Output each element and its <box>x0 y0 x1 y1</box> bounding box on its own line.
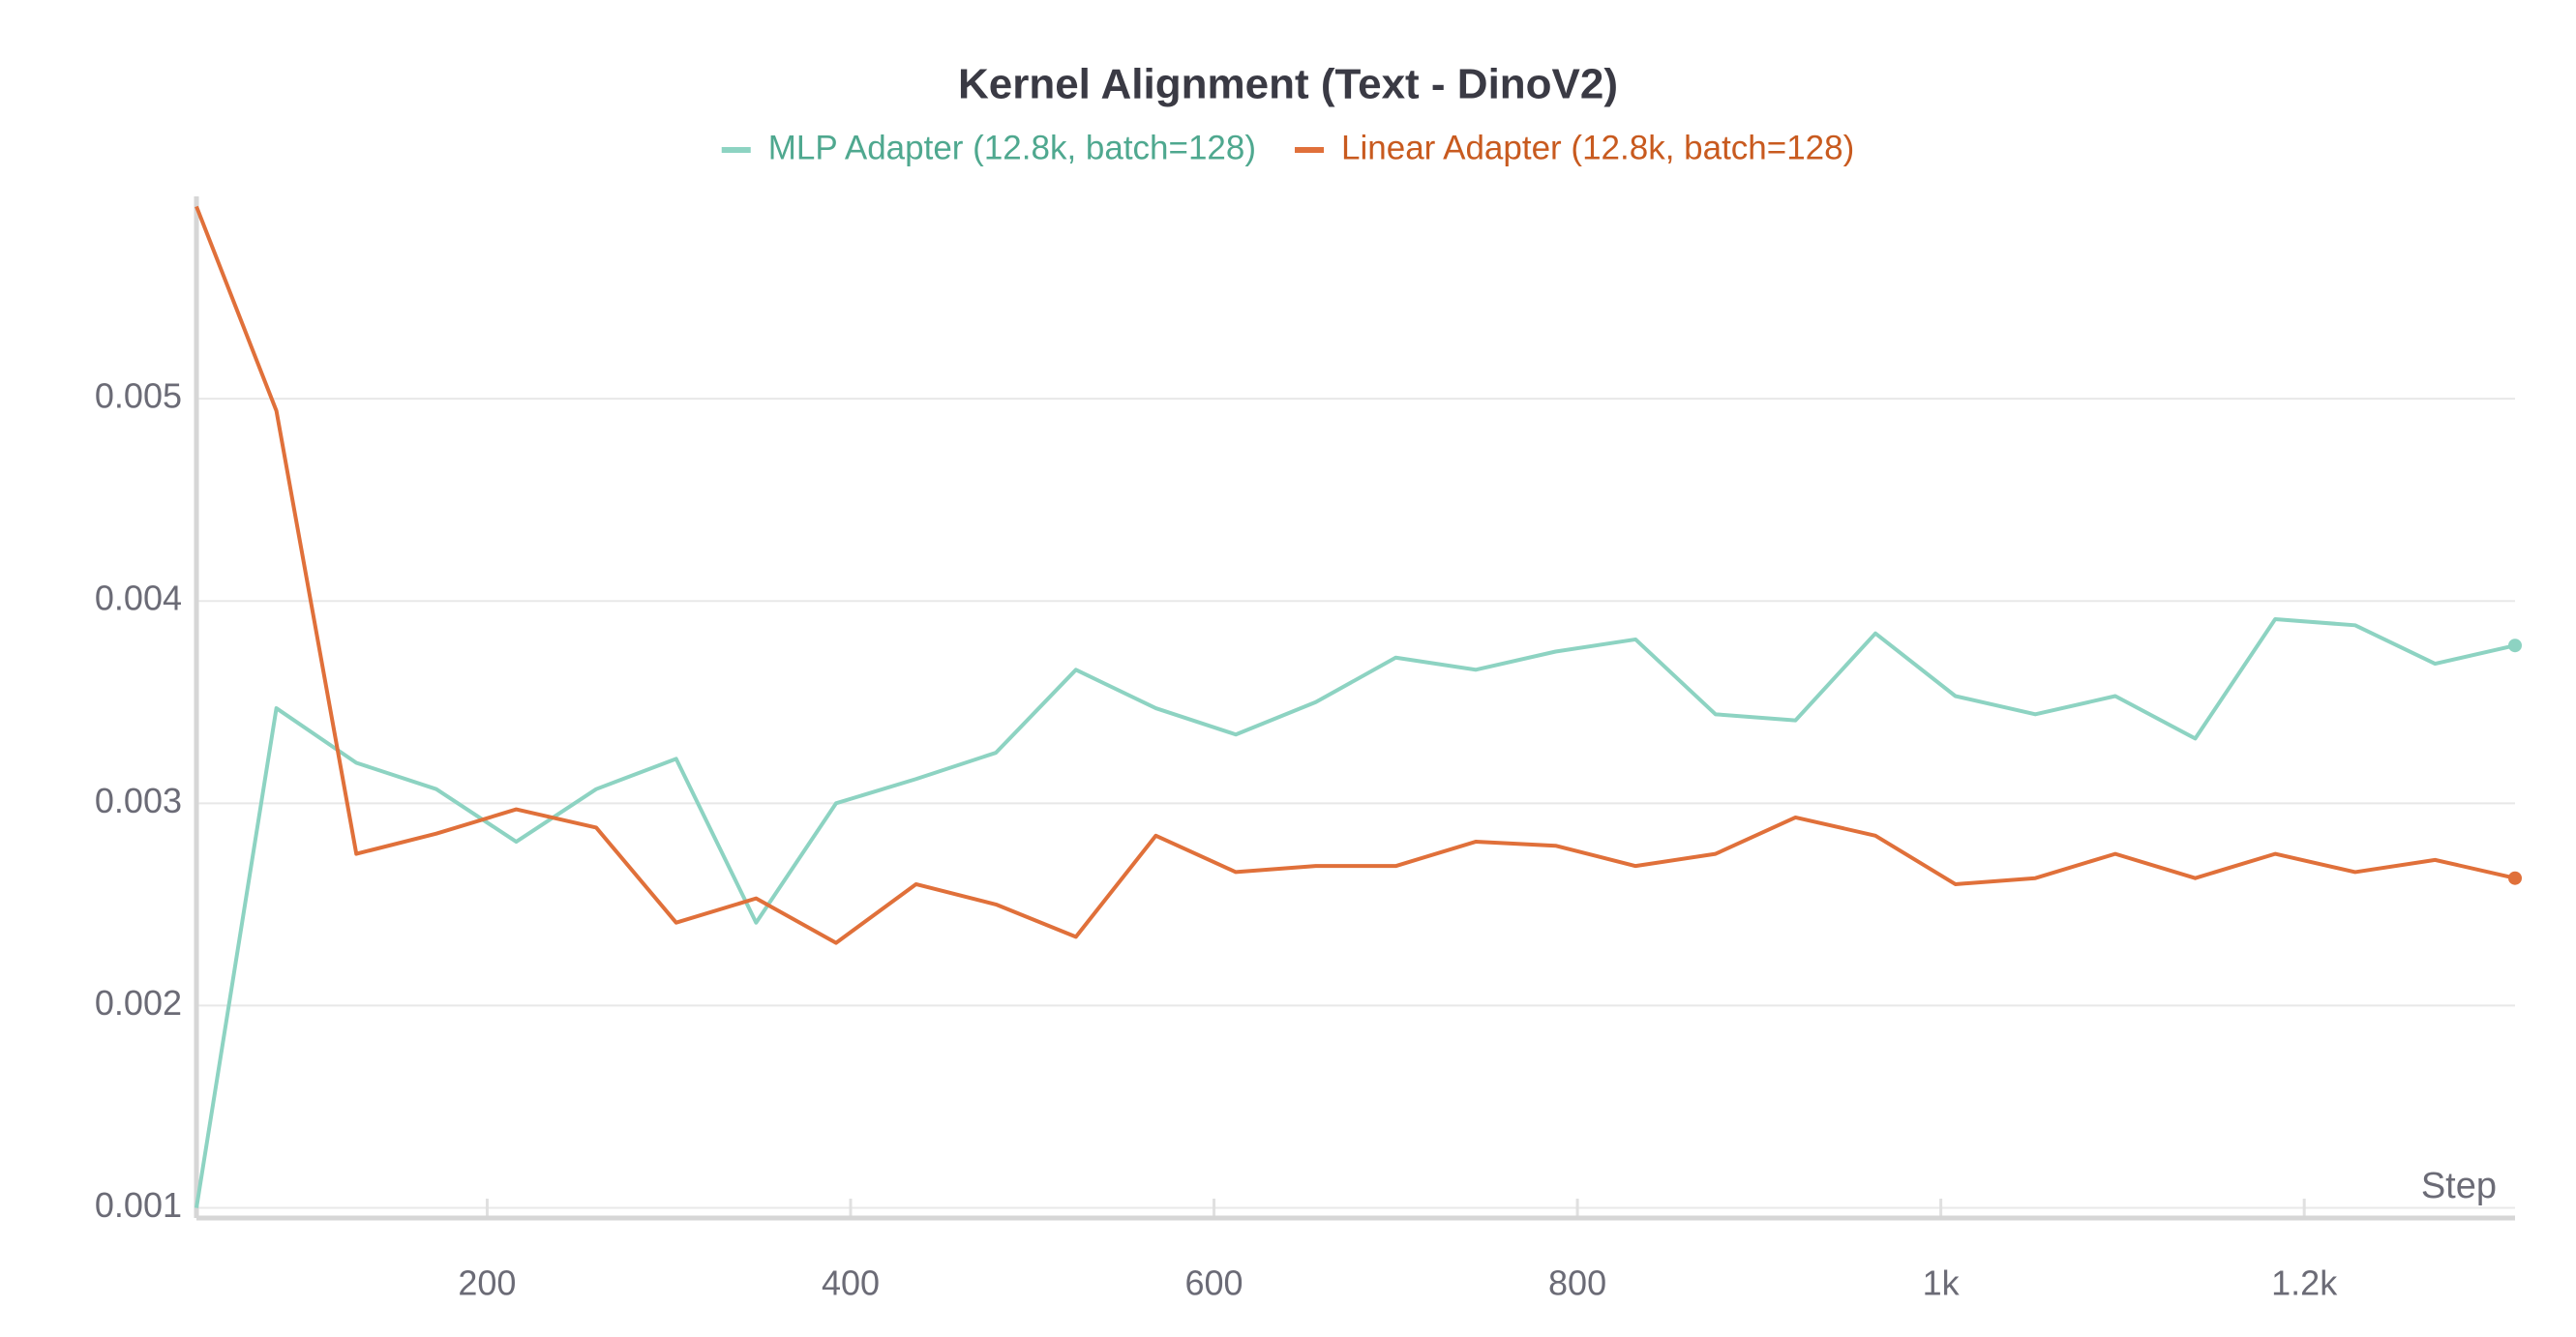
y-tick-label: 0.003 <box>95 781 182 820</box>
x-tick-label: 600 <box>1184 1263 1243 1303</box>
y-tick-label: 0.005 <box>95 376 182 416</box>
y-tick-label: 0.001 <box>95 1185 182 1225</box>
end-point <box>2508 639 2522 653</box>
legend-label: Linear Adapter (12.8k, batch=128) <box>1341 129 1854 166</box>
legend-label: MLP Adapter (12.8k, batch=128) <box>768 129 1256 166</box>
x-tick-label: 1.2k <box>2271 1263 2338 1303</box>
data-line <box>195 617 2516 1208</box>
x-tick-label: 200 <box>458 1263 516 1303</box>
data-line <box>195 205 2516 945</box>
x-tick-label: 1k <box>1923 1263 1961 1303</box>
x-tick-label: 400 <box>822 1263 880 1303</box>
end-point <box>2508 871 2522 885</box>
chart-title: Kernel Alignment (Text - DinoV2) <box>958 61 1618 108</box>
y-tick-label: 0.004 <box>95 579 182 618</box>
x-axis-label: Step <box>2421 1166 2497 1206</box>
legend: MLP Adapter (12.8k, batch=128) Linear Ada… <box>721 129 1854 166</box>
x-tick-label: 800 <box>1548 1263 1606 1303</box>
y-tick-label: 0.002 <box>95 983 182 1023</box>
